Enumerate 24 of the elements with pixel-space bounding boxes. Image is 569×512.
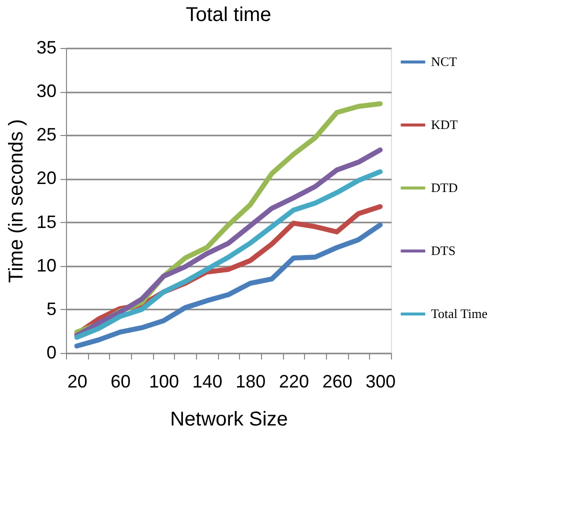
y-tick-label: 10 — [36, 255, 56, 276]
x-tick-label: 60 — [110, 372, 131, 392]
y-tick-label: 35 — [36, 38, 56, 58]
legend-label: NCT — [431, 54, 458, 69]
x-axis-title: Network Size — [170, 408, 288, 430]
legend-label: KDT — [431, 117, 458, 132]
y-tick-label: 20 — [36, 168, 56, 188]
y-axis-title: Time (in seconds ) — [5, 119, 28, 283]
x-tick-label: 260 — [322, 372, 352, 392]
legend-label: DTS — [431, 243, 456, 258]
legend-label: Total Time — [431, 306, 488, 321]
x-tick-label: 140 — [192, 372, 222, 392]
x-tick-label: 20 — [67, 372, 88, 392]
x-tick-label: 100 — [148, 372, 180, 392]
y-tick-label: 30 — [36, 81, 56, 102]
y-tick-label: 15 — [36, 212, 56, 232]
chart-title: Total time — [186, 4, 272, 26]
x-tick-label: 300 — [366, 372, 396, 392]
y-tick-label: 0 — [46, 342, 56, 362]
x-tick-label: 180 — [236, 372, 266, 392]
y-tick-label: 25 — [36, 124, 56, 145]
x-tick-label: 220 — [278, 372, 310, 392]
y-tick-label: 5 — [46, 298, 56, 319]
legend-label: DTD — [431, 180, 458, 195]
